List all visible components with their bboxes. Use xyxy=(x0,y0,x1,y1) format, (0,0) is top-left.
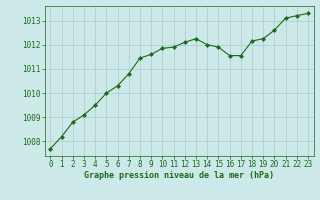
X-axis label: Graphe pression niveau de la mer (hPa): Graphe pression niveau de la mer (hPa) xyxy=(84,171,274,180)
